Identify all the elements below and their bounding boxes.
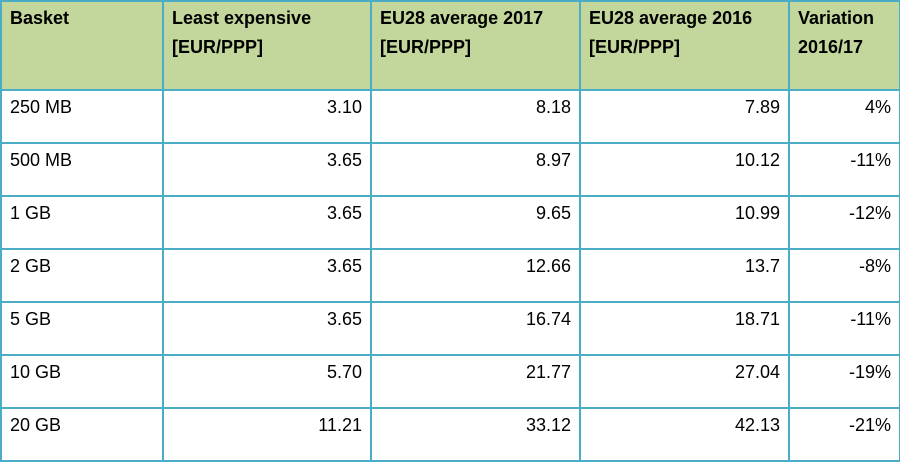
- header-variation-period: 2016/17: [798, 37, 864, 57]
- basket-cell: 20 GB: [0, 407, 164, 462]
- least-expensive-cell: 3.65: [162, 248, 372, 303]
- variation-cell: -21%: [788, 407, 900, 462]
- table-row: 500 MB 3.65 8.97 10.12 -11%: [0, 142, 900, 197]
- header-least-expensive: Least expensive [EUR/PPP]: [162, 0, 372, 91]
- variation-cell: -8%: [788, 248, 900, 303]
- eu28-average-2017-cell: 9.65: [370, 195, 581, 250]
- least-expensive-cell: 3.65: [162, 142, 372, 197]
- table-row: 2 GB 3.65 12.66 13.7 -8%: [0, 248, 900, 303]
- eu28-average-2016-cell: 13.7: [579, 248, 790, 303]
- header-variation: Variation 2016/17: [788, 0, 900, 91]
- least-expensive-cell: 5.70: [162, 354, 372, 409]
- header-row: Basket Least expensive [EUR/PPP] EU28 av…: [0, 0, 900, 91]
- header-basket-label: Basket: [10, 8, 70, 28]
- header-eu28-average-2016-label: EU28 average 2016: [589, 8, 753, 28]
- basket-cell: 10 GB: [0, 354, 164, 409]
- header-least-expensive-unit: [EUR/PPP]: [172, 37, 264, 57]
- variation-cell: -11%: [788, 142, 900, 197]
- table-body: 250 MB 3.10 8.18 7.89 4% 500 MB 3.65 8.9…: [0, 89, 900, 462]
- header-basket: Basket: [0, 0, 164, 91]
- eu28-average-2016-cell: 7.89: [579, 89, 790, 144]
- basket-cell: 2 GB: [0, 248, 164, 303]
- header-variation-label: Variation: [798, 8, 875, 28]
- eu28-average-2016-cell: 27.04: [579, 354, 790, 409]
- variation-cell: -11%: [788, 301, 900, 356]
- eu28-average-2016-cell: 10.12: [579, 142, 790, 197]
- header-eu28-average-2016-unit: [EUR/PPP]: [589, 37, 681, 57]
- least-expensive-cell: 11.21: [162, 407, 372, 462]
- header-eu28-average-2017-label: EU28 average 2017: [380, 8, 544, 28]
- table-row: 20 GB 11.21 33.12 42.13 -21%: [0, 407, 900, 462]
- basket-cell: 1 GB: [0, 195, 164, 250]
- table-row: 250 MB 3.10 8.18 7.89 4%: [0, 89, 900, 144]
- eu28-average-2017-cell: 8.97: [370, 142, 581, 197]
- header-eu28-average-2016: EU28 average 2016 [EUR/PPP]: [579, 0, 790, 91]
- table-row: 1 GB 3.65 9.65 10.99 -12%: [0, 195, 900, 250]
- basket-cell: 5 GB: [0, 301, 164, 356]
- basket-cell: 250 MB: [0, 89, 164, 144]
- eu28-average-2017-cell: 12.66: [370, 248, 581, 303]
- eu28-average-2016-cell: 10.99: [579, 195, 790, 250]
- least-expensive-cell: 3.10: [162, 89, 372, 144]
- header-eu28-average-2017: EU28 average 2017 [EUR/PPP]: [370, 0, 581, 91]
- least-expensive-cell: 3.65: [162, 301, 372, 356]
- eu28-average-2017-cell: 21.77: [370, 354, 581, 409]
- eu28-average-2017-cell: 33.12: [370, 407, 581, 462]
- variation-cell: -19%: [788, 354, 900, 409]
- basket-cell: 500 MB: [0, 142, 164, 197]
- variation-cell: -12%: [788, 195, 900, 250]
- eu28-average-2016-cell: 18.71: [579, 301, 790, 356]
- table-header: Basket Least expensive [EUR/PPP] EU28 av…: [0, 0, 900, 91]
- table-row: 5 GB 3.65 16.74 18.71 -11%: [0, 301, 900, 356]
- least-expensive-cell: 3.65: [162, 195, 372, 250]
- eu28-average-2017-cell: 8.18: [370, 89, 581, 144]
- table-row: 10 GB 5.70 21.77 27.04 -19%: [0, 354, 900, 409]
- variation-cell: 4%: [788, 89, 900, 144]
- header-least-expensive-label: Least expensive: [172, 8, 312, 28]
- header-eu28-average-2017-unit: [EUR/PPP]: [380, 37, 472, 57]
- eu28-average-2016-cell: 42.13: [579, 407, 790, 462]
- eu28-average-2017-cell: 16.74: [370, 301, 581, 356]
